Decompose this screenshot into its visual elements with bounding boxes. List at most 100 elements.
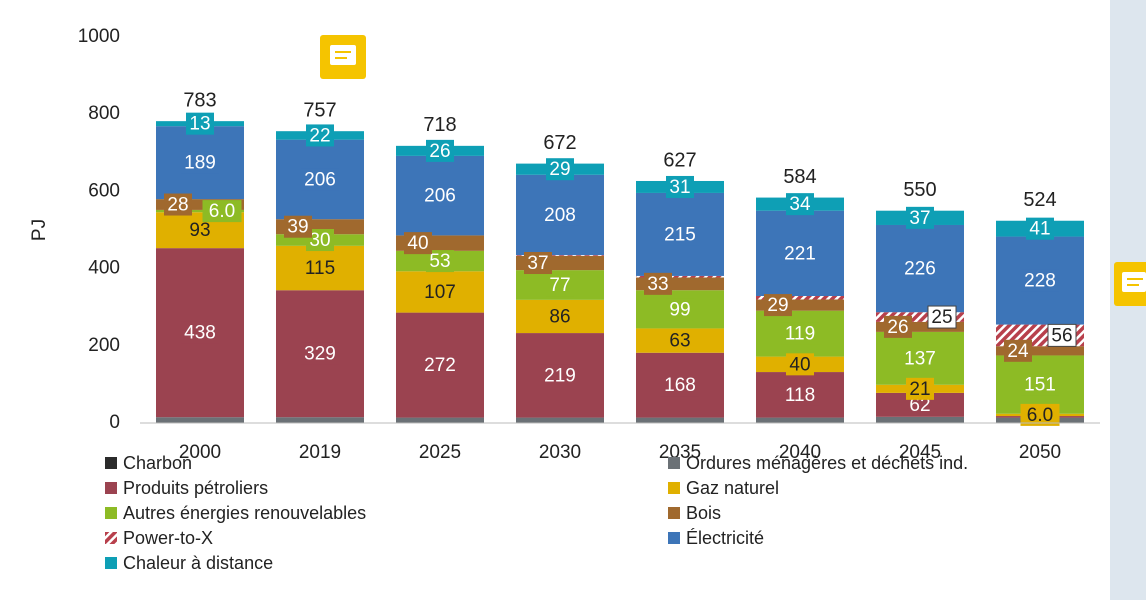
bar-segment xyxy=(276,417,364,423)
data-label: 329 xyxy=(304,344,336,365)
bar-segment xyxy=(636,417,724,423)
data-label: 6.0 xyxy=(209,201,235,222)
label-background xyxy=(404,232,432,255)
data-label: 21 xyxy=(909,379,930,400)
y-tick-label: 200 xyxy=(88,335,120,356)
label-background xyxy=(420,354,460,377)
data-label: 34 xyxy=(789,194,811,215)
label-background xyxy=(884,315,912,338)
data-label: 168 xyxy=(664,375,696,396)
label-background xyxy=(900,347,940,370)
bar-segment xyxy=(156,209,244,213)
data-label: 189 xyxy=(184,153,216,174)
label-background xyxy=(1047,323,1077,347)
label-background xyxy=(546,158,574,181)
data-label: 41 xyxy=(1029,219,1050,240)
label-background xyxy=(644,272,672,295)
data-label: 208 xyxy=(544,205,576,226)
data-label: 63 xyxy=(669,331,690,352)
comment-icon[interactable] xyxy=(1114,262,1146,306)
bar-segment xyxy=(516,255,604,256)
label-background xyxy=(666,175,694,198)
x-tick-label: 2019 xyxy=(299,442,341,463)
data-label: 206 xyxy=(424,186,456,207)
bar-segment xyxy=(636,275,724,278)
bar-segment xyxy=(876,312,964,322)
data-label: 107 xyxy=(424,282,456,303)
data-label: 22 xyxy=(309,125,330,146)
y-tick-label: 400 xyxy=(88,258,120,279)
bar-segment xyxy=(876,416,964,423)
data-label: 56 xyxy=(1051,325,1072,346)
x-tick-label: 2050 xyxy=(1019,442,1061,463)
bar-segment xyxy=(756,417,844,423)
label-background xyxy=(1004,339,1032,362)
legend-swatch xyxy=(105,532,117,544)
label-background xyxy=(306,229,334,252)
data-label: 31 xyxy=(669,177,690,198)
data-label: 53 xyxy=(429,251,450,272)
bar-segment xyxy=(516,417,604,423)
legend-label: Gaz naturel xyxy=(686,478,779,498)
y-tick-label: 1000 xyxy=(78,26,120,47)
data-label: 226 xyxy=(904,259,936,280)
bar-segment xyxy=(156,199,244,210)
x-tick-label: 2040 xyxy=(779,442,821,463)
data-label: 93 xyxy=(189,220,210,241)
data-label: 62 xyxy=(909,395,930,416)
data-label: 39 xyxy=(287,217,308,238)
total-label: 524 xyxy=(1023,189,1056,211)
data-label: 13 xyxy=(189,114,210,135)
legend-swatch xyxy=(668,482,680,494)
label-background xyxy=(1020,373,1060,396)
legend-label: Chaleur à distance xyxy=(123,553,273,573)
data-label: 33 xyxy=(647,274,668,295)
label-background xyxy=(1026,217,1054,240)
total-label: 550 xyxy=(903,179,936,201)
label-background xyxy=(927,305,957,329)
label-background xyxy=(906,377,934,400)
bar-segment xyxy=(756,296,844,300)
label-background xyxy=(306,124,334,147)
data-label: 29 xyxy=(767,295,788,316)
total-label: 584 xyxy=(783,166,816,188)
data-label: 28 xyxy=(167,195,188,216)
data-label: 118 xyxy=(785,385,815,406)
legend-swatch xyxy=(105,457,117,469)
label-background xyxy=(186,219,214,242)
data-label: 77 xyxy=(549,275,570,296)
label-background xyxy=(540,203,580,226)
data-label: 137 xyxy=(904,348,936,369)
y-tick-label: 600 xyxy=(88,180,120,201)
x-tick-label: 2025 xyxy=(419,442,461,463)
y-axis-label: PJ xyxy=(29,219,50,241)
label-background xyxy=(180,151,220,174)
label-background xyxy=(524,252,552,275)
data-label: 206 xyxy=(304,169,336,190)
total-label: 783 xyxy=(183,89,216,111)
label-background xyxy=(666,329,694,352)
label-background xyxy=(546,305,574,328)
data-label: 40 xyxy=(407,233,428,254)
label-background xyxy=(426,139,454,162)
data-label: 29 xyxy=(549,159,570,180)
label-background xyxy=(540,364,580,387)
data-label: 86 xyxy=(549,306,570,327)
legend-label: Électricité xyxy=(686,528,764,548)
total-label: 757 xyxy=(303,99,336,121)
total-label: 627 xyxy=(663,149,696,171)
data-label: 228 xyxy=(1024,271,1056,292)
comment-icon[interactable] xyxy=(320,35,366,79)
label-background xyxy=(186,112,214,135)
data-label: 24 xyxy=(1007,341,1029,362)
label-background xyxy=(164,193,192,216)
data-label: 272 xyxy=(424,355,456,376)
legend-label: Autres énergies renouvelables xyxy=(123,503,366,523)
data-label: 219 xyxy=(544,365,576,386)
data-label: 215 xyxy=(664,224,696,245)
y-tick-label: 0 xyxy=(109,412,120,433)
total-label: 672 xyxy=(543,132,576,154)
label-background xyxy=(780,383,820,406)
label-background xyxy=(180,321,220,344)
